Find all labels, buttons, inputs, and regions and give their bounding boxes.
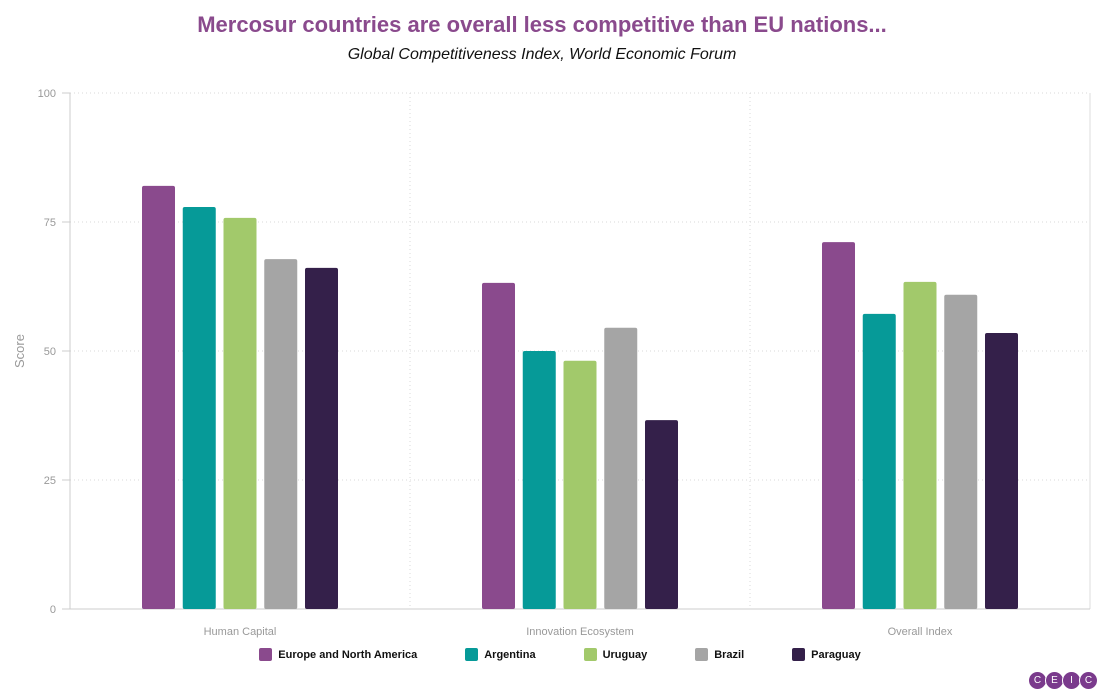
legend-item[interactable]: Uruguay xyxy=(583,648,648,661)
legend-swatch xyxy=(695,648,709,661)
bar-brazil xyxy=(264,259,298,609)
legend: Europe and North America Argentina Uruguay… xyxy=(0,648,1100,661)
bar-europe-and-north-america xyxy=(482,282,515,609)
bar-europe-and-north-america xyxy=(822,242,855,609)
y-tick-label: 75 xyxy=(44,217,56,229)
bar-paraguay xyxy=(305,267,338,609)
chart-subtitle: Global Competitiveness Index, World Econ… xyxy=(347,46,737,63)
legend-label: Argentina xyxy=(484,648,536,661)
y-tick-label: 50 xyxy=(44,346,56,358)
bar-uruguay xyxy=(903,281,937,609)
legend-item[interactable]: Brazil xyxy=(695,648,744,661)
legend-item[interactable]: Paraguay xyxy=(792,648,861,661)
bar-europe-and-north-america xyxy=(142,185,175,609)
legend-label: Paraguay xyxy=(811,648,861,661)
legend-label: Uruguay xyxy=(602,648,648,661)
x-tick-label: Innovation Ecosystem xyxy=(526,626,634,638)
bar-uruguay xyxy=(563,360,597,609)
bar-argentina xyxy=(862,313,896,609)
legend-item[interactable]: Argentina xyxy=(465,648,536,661)
bar-paraguay xyxy=(645,420,678,609)
bar-uruguay xyxy=(223,217,257,609)
y-axis-label: Score xyxy=(12,334,27,368)
legend-swatch xyxy=(792,648,806,661)
x-tick-label: Human Capital xyxy=(204,626,277,638)
legend-item[interactable]: Europe and North America xyxy=(259,648,417,661)
chart-title: Mercosur countries are overall less comp… xyxy=(197,12,887,37)
legend-swatch xyxy=(259,648,273,661)
legend-swatch xyxy=(583,648,597,661)
y-tick-label: 0 xyxy=(50,604,56,616)
bar-brazil xyxy=(604,327,638,609)
x-tick-label: Overall Index xyxy=(888,626,953,638)
legend-swatch xyxy=(465,648,479,661)
legend-label: Brazil xyxy=(714,648,745,661)
bar-paraguay xyxy=(985,332,1018,609)
logo-letter: C xyxy=(1079,671,1098,690)
y-tick-label: 100 xyxy=(38,88,56,100)
bar-brazil xyxy=(944,294,978,609)
bar-argentina xyxy=(522,351,556,609)
bar-argentina xyxy=(182,207,216,609)
legend-label: Europe and North America xyxy=(278,648,418,661)
y-tick-label: 25 xyxy=(44,475,56,487)
